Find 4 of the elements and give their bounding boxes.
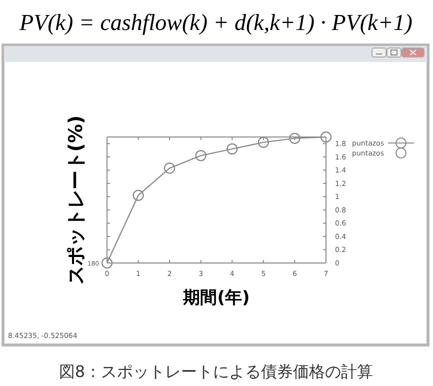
y-axis-title: スポットレート(%) [65, 115, 87, 285]
chart-title: PV(k) = cashflow(k) + d(k,k+1) · PV(k+1) [18, 10, 412, 35]
caption: 図8：スポットレートによる債券価格の計算 [58, 362, 374, 381]
x-axis-title: 期間(年) [182, 288, 250, 308]
